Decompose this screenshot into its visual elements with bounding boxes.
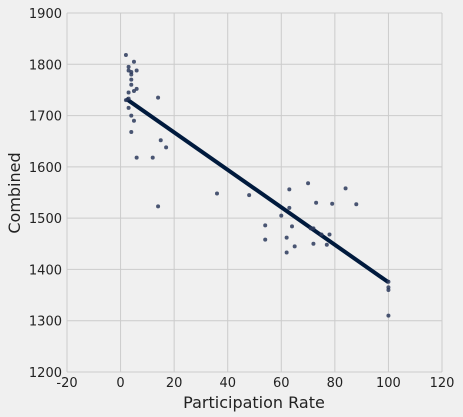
data-point [324, 242, 329, 247]
data-point [343, 186, 348, 191]
data-point [129, 113, 134, 118]
y-tick-label: 1400 [29, 263, 62, 278]
data-point [290, 224, 294, 229]
data-point [131, 59, 136, 64]
y-tick-label: 1800 [29, 58, 62, 73]
data-point [327, 232, 332, 237]
data-point [156, 204, 161, 209]
data-point [123, 53, 128, 58]
data-point [247, 193, 252, 198]
data-point [287, 205, 292, 210]
data-point [354, 202, 359, 207]
data-point [386, 313, 391, 318]
data-point [215, 191, 219, 196]
y-tick-label: 1300 [29, 315, 62, 330]
x-tick-label: 0 [116, 376, 124, 391]
fit-line [124, 97, 390, 284]
data-point [126, 105, 131, 110]
data-point [134, 155, 139, 160]
data-point [284, 250, 289, 255]
y-tick-label: 1900 [29, 7, 62, 22]
data-point [134, 86, 139, 91]
y-tick-label: 1700 [29, 110, 62, 125]
x-tick-label: 40 [219, 376, 236, 391]
data-point [263, 223, 268, 228]
y-tick-label: 1600 [29, 161, 62, 176]
x-tick-label: 60 [273, 376, 290, 391]
data-point [150, 155, 155, 160]
grid [66, 12, 443, 373]
y-tick-label: 1200 [29, 366, 62, 381]
x-tick-label: 120 [430, 376, 455, 391]
data-point [131, 118, 136, 123]
data-point [158, 138, 163, 143]
y-tick-label: 1500 [29, 212, 62, 227]
y-axis-title: Combined [5, 152, 24, 233]
data-point [292, 244, 297, 249]
x-tick-labels: -20 0 20 40 60 80 100 120 [56, 376, 454, 391]
y-tick-labels: 1200 1300 1400 1500 1600 1700 1800 1900 [29, 7, 62, 381]
data-point [123, 98, 128, 103]
data-point [287, 187, 292, 192]
data-point [279, 213, 284, 218]
data-point [330, 201, 335, 206]
data-point [126, 64, 131, 69]
data-point [314, 200, 319, 205]
data-point [126, 90, 131, 95]
data-point [386, 287, 391, 292]
data-point [164, 145, 169, 150]
data-point [129, 129, 134, 134]
x-tick-label: 20 [166, 376, 183, 391]
fit-line-group [124, 97, 390, 284]
x-tick-label: 80 [327, 376, 344, 391]
data-point [129, 77, 134, 82]
data-point [306, 181, 311, 186]
data-point [134, 68, 139, 73]
data-point [386, 279, 391, 284]
x-tick-label: -20 [56, 376, 77, 391]
x-tick-label: 100 [376, 376, 401, 391]
x-axis-title: Participation Rate [183, 393, 325, 412]
data-point [311, 241, 316, 246]
data-point [319, 232, 324, 237]
data-point [284, 235, 289, 240]
data-point [129, 72, 134, 77]
data-point [129, 82, 134, 87]
data-points [123, 53, 391, 318]
data-point [311, 226, 316, 231]
data-point [156, 95, 161, 100]
data-point [263, 237, 268, 242]
